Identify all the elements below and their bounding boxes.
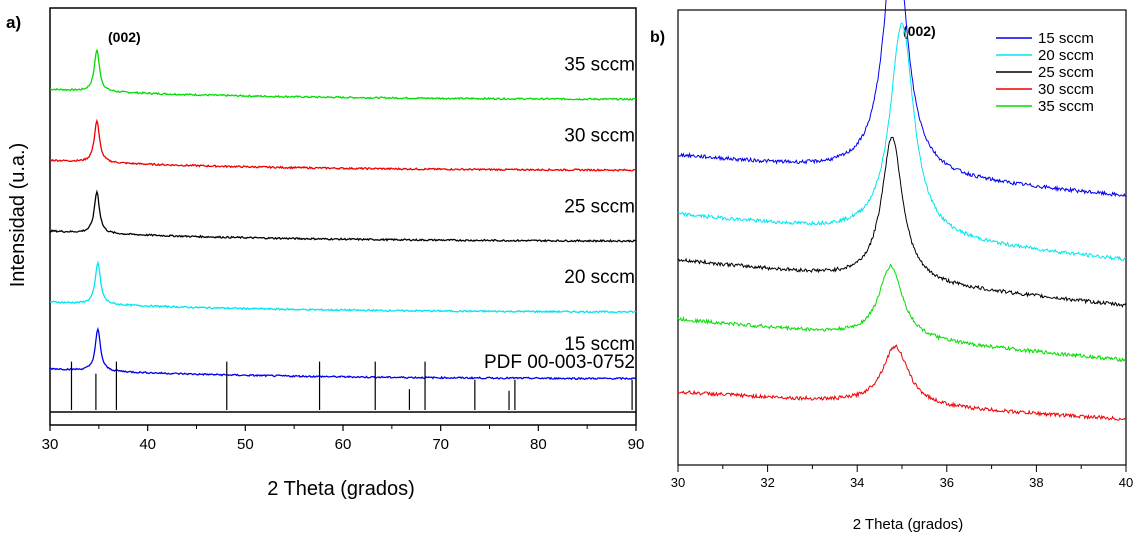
panel-b: b) 2 Theta (grados) (002) 30 32 34 36 38 40 1… <box>650 0 1133 533</box>
panel-b-peak-annotation: (002) <box>903 23 936 39</box>
series-line-b-30-sccm <box>677 344 1127 421</box>
panel-a-x-ticks: 30 40 50 60 70 80 90 <box>42 425 645 453</box>
series-line-25-sccm <box>49 189 636 243</box>
series-line-35-sccm <box>50 49 637 101</box>
b-x-tick-label-32: 32 <box>760 475 774 490</box>
series-line-b-25-sccm <box>677 136 1127 308</box>
b-x-tick-label-36: 36 <box>940 475 954 490</box>
series-line-b-15-sccm <box>677 0 1127 198</box>
series-label-35-sccm: 35 sccm <box>564 55 635 76</box>
series-line-b-20-sccm <box>678 22 1126 262</box>
panel-b-label: b) <box>650 29 665 46</box>
b-x-tick-label-38: 38 <box>1029 475 1043 490</box>
panel-a-series-labels: 35 sccm 30 sccm 25 sccm 20 sccm 15 sccm <box>564 55 635 355</box>
legend-label-30-sccm: 30 sccm <box>1038 81 1094 98</box>
panel-b-x-ticks: 30 32 34 36 38 40 <box>671 465 1133 490</box>
series-line-20-sccm <box>49 260 637 314</box>
panel-a-ylabel: Intensidad (u.a.) <box>7 143 29 288</box>
series-label-20-sccm: 20 sccm <box>564 267 635 288</box>
series-label-15-sccm: 15 sccm <box>564 334 635 355</box>
x-tick-label-60: 60 <box>335 436 352 453</box>
legend-label-20-sccm: 20 sccm <box>1038 47 1094 64</box>
series-label-30-sccm: 30 sccm <box>564 125 635 146</box>
reference-label: PDF 00-003-0752 <box>484 352 635 373</box>
x-tick-label-40: 40 <box>139 436 156 453</box>
panel-a-xlabel: 2 Theta (grados) <box>267 478 415 500</box>
x-tick-label-30: 30 <box>42 436 59 453</box>
panel-b-series-group <box>677 0 1127 421</box>
x-tick-label-70: 70 <box>432 436 449 453</box>
x-tick-label-80: 80 <box>530 436 547 453</box>
series-line-b-35-sccm <box>677 263 1127 362</box>
panel-a-reference-pattern <box>70 361 633 410</box>
x-tick-label-50: 50 <box>237 436 254 453</box>
panel-b-xlabel: 2 Theta (grados) <box>853 516 964 533</box>
series-label-25-sccm: 25 sccm <box>564 196 635 217</box>
legend-label-15-sccm: 15 sccm <box>1038 30 1094 47</box>
panel-a-peak-annotation: (002) <box>108 29 141 45</box>
legend-label-25-sccm: 25 sccm <box>1038 64 1094 81</box>
legend-label-35-sccm: 35 sccm <box>1038 98 1094 115</box>
series-line-30-sccm <box>49 118 637 172</box>
panel-a: a) Intensidad (u.a.) 2 Theta (grados) (0… <box>6 7 645 500</box>
b-x-tick-label-40: 40 <box>1119 475 1133 490</box>
panel-a-series-group <box>49 49 637 381</box>
series-line-15-sccm <box>49 326 637 381</box>
x-tick-label-90: 90 <box>628 436 645 453</box>
panel-a-label: a) <box>6 13 21 32</box>
b-x-tick-label-30: 30 <box>671 475 685 490</box>
b-x-tick-label-34: 34 <box>850 475 864 490</box>
